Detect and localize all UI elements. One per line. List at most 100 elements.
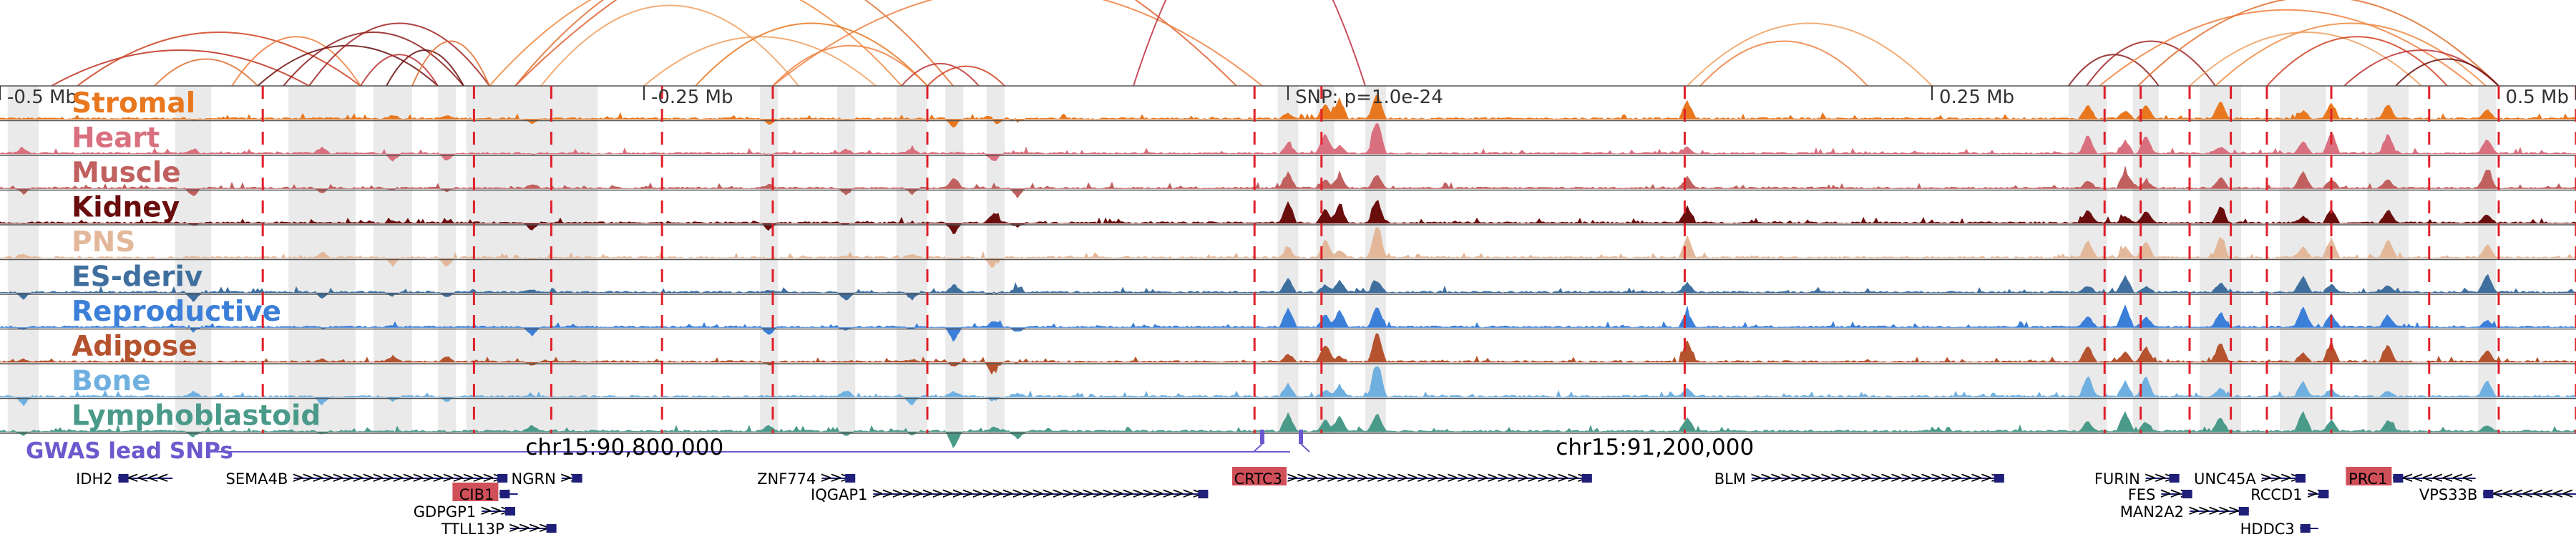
signal-area-es-deriv	[0, 274, 2576, 303]
strand-arrow: >	[1526, 469, 1539, 486]
strand-arrow: >	[912, 485, 924, 502]
gene-label: NGRN	[512, 470, 556, 488]
strand-arrow: >	[882, 485, 894, 502]
strand-arrow: <	[2462, 469, 2474, 486]
strand-arrow: >	[1366, 469, 1379, 486]
loop-arc	[2395, 58, 2499, 87]
strand-arrow: >	[1516, 469, 1529, 486]
strand-arrow: >	[1940, 469, 1953, 486]
strand-arrow: >	[1930, 469, 1943, 486]
strand-arrow: >	[1112, 485, 1125, 502]
strand-arrow: >	[1182, 485, 1195, 502]
gene-label: TTLL13P	[441, 521, 504, 537]
strand-arrow: >	[452, 469, 465, 486]
strand-arrow: >	[1406, 469, 1419, 486]
gene-label: PRC1	[2348, 470, 2387, 488]
loop-arc	[927, 65, 1005, 87]
strand-arrow: <	[2492, 485, 2504, 502]
strand-arrow: >	[1022, 485, 1035, 502]
gene-label: GDPGP1	[414, 503, 476, 521]
strand-arrow: >	[1536, 469, 1549, 486]
track-label: ES-deriv	[72, 261, 203, 294]
gene-exon	[2393, 474, 2404, 483]
strand-arrow: >	[292, 469, 305, 486]
strand-arrow: >	[432, 469, 445, 486]
signal-area-kidney	[0, 200, 2576, 235]
gene-label: FURIN	[2094, 470, 2140, 488]
boundary-lines	[261, 86, 2576, 433]
track-label: Heart	[72, 122, 160, 155]
strand-arrow: >	[1356, 469, 1369, 486]
strand-arrow: >	[2218, 502, 2230, 519]
strand-arrow: >	[402, 469, 415, 486]
loop-arc	[772, 0, 1263, 87]
strand-arrow: >	[1092, 485, 1105, 502]
track-label: Bone	[72, 365, 151, 397]
strand-arrow: >	[1546, 469, 1559, 486]
snp-marker	[1299, 430, 1303, 444]
strand-arrow: >	[1336, 469, 1349, 486]
signal-area-reproductive	[0, 304, 2576, 342]
strand-arrow: >	[1082, 485, 1095, 502]
top-axis: -0.5 Mb -0.25 Mb SNP: p=1.0e-24 0.25 Mb 0.5 …	[0, 86, 2576, 108]
loop-arc	[901, 62, 980, 87]
strand-arrow: >	[342, 469, 355, 486]
strand-arrow: <	[2562, 485, 2575, 502]
signal-area-muscle	[0, 166, 2576, 199]
gene-label: HDDC3	[2240, 521, 2295, 537]
gwas-lead-snps-label: GWAS lead SNPs	[26, 438, 233, 464]
signal-tracks	[0, 85, 2576, 448]
snp-connector	[1300, 443, 1310, 453]
strand-arrow: >	[472, 469, 485, 486]
strand-arrow: >	[2207, 502, 2220, 519]
loop-arc	[514, 0, 954, 87]
strand-arrow: >	[1830, 469, 1843, 486]
strand-arrow: >	[922, 485, 935, 502]
loop-arc	[643, 36, 877, 87]
strand-arrow: >	[2270, 469, 2283, 486]
strand-arrow: >	[1172, 485, 1185, 502]
gene-label: RCCD1	[2250, 486, 2302, 503]
strand-arrow: <	[2451, 469, 2464, 486]
strand-arrow: >	[1142, 485, 1155, 502]
strand-arrow: >	[1306, 469, 1319, 486]
gene-label: MAN2A2	[2120, 503, 2184, 521]
strand-arrow: >	[412, 469, 425, 486]
strand-arrow: <	[2431, 469, 2444, 486]
strand-arrow: >	[322, 469, 335, 486]
strand-arrow: >	[1042, 485, 1055, 502]
strand-arrow: >	[1326, 469, 1339, 486]
strand-arrow: >	[1960, 469, 1973, 486]
loop-arc	[231, 36, 361, 87]
strand-arrow: <	[2421, 469, 2434, 486]
signal-area-bone	[0, 366, 2576, 407]
strand-arrow: >	[1316, 469, 1329, 486]
strand-arrow: >	[479, 502, 492, 519]
strand-arrow: >	[1052, 485, 1065, 502]
strand-arrow: <	[2441, 469, 2454, 486]
loop-arc	[1687, 22, 1933, 87]
loop-arc	[283, 32, 464, 87]
gene-label: VPS33B	[2419, 486, 2478, 503]
axis-tick-label: -0.5 Mb	[7, 87, 77, 108]
loop-arc	[2086, 40, 2216, 87]
strand-arrow: >	[312, 469, 325, 486]
strand-arrow: >	[2170, 485, 2182, 502]
strand-arrow: >	[1900, 469, 1913, 486]
gene-highlight-box	[2346, 467, 2392, 485]
strand-arrow: >	[1810, 469, 1823, 486]
strand-arrow: >	[1506, 469, 1519, 486]
loop-arc	[386, 49, 464, 87]
strand-arrow: >	[2306, 485, 2319, 502]
strand-arrow: >	[1446, 469, 1459, 486]
gene-exon	[2238, 507, 2249, 516]
strand-arrow: >	[2280, 469, 2293, 486]
track-label: Muscle	[72, 157, 181, 189]
strand-arrow: <	[2522, 485, 2534, 502]
gene-exon	[572, 474, 582, 483]
loop-arc	[154, 58, 258, 87]
strand-arrow: <	[2552, 485, 2565, 502]
loop-arc	[2137, 0, 2499, 87]
gene-exon	[1198, 490, 1209, 498]
